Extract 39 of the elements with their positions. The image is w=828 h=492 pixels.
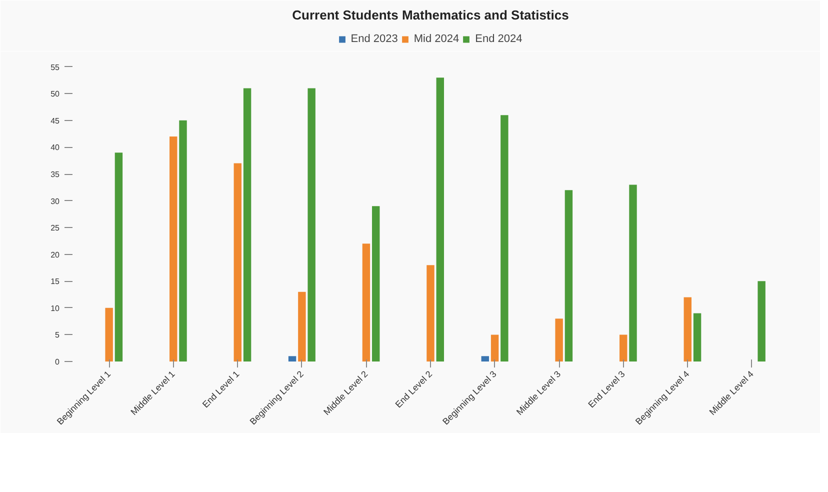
bar: [426, 265, 434, 362]
y-tick-label: 35: [50, 170, 60, 179]
y-tick-label: 40: [50, 143, 60, 152]
y-tick-label: 0: [55, 358, 60, 366]
bar: [114, 152, 123, 362]
bar: [555, 318, 563, 362]
bar: [490, 334, 499, 362]
bar: [758, 281, 766, 362]
bar: [500, 115, 508, 362]
y-tick-label: 55: [50, 62, 60, 72]
y-tick-label: 30: [50, 196, 60, 206]
bar: [684, 297, 692, 362]
bar: [620, 334, 628, 362]
bar: [436, 78, 444, 362]
y-tick-label: 15: [50, 277, 60, 286]
bar: [481, 356, 489, 362]
bar: [234, 163, 242, 362]
bar: [298, 292, 306, 362]
bar: [308, 88, 316, 362]
legend-label: End 2024: [475, 33, 522, 45]
y-tick-label: 10: [50, 304, 60, 313]
chart-title: Current Students Mathematics and Statistics: [292, 8, 569, 22]
bar: [179, 120, 187, 362]
bar: [564, 190, 573, 362]
legend-label: End 2023: [350, 33, 398, 45]
bar: [629, 184, 637, 362]
bar: [693, 313, 702, 362]
bar: [288, 356, 296, 362]
bar: [105, 308, 113, 362]
y-tick-label: 50: [50, 90, 60, 99]
legend-label: Mid 2024: [414, 33, 460, 45]
bar: [243, 88, 252, 362]
bar: [372, 206, 380, 362]
y-tick-label: 25: [50, 224, 60, 233]
bar: [362, 244, 370, 362]
y-tick-label: 20: [50, 250, 60, 260]
y-tick-label: 5: [55, 330, 60, 340]
y-tick-label: 45: [50, 116, 60, 126]
bar: [170, 136, 178, 362]
